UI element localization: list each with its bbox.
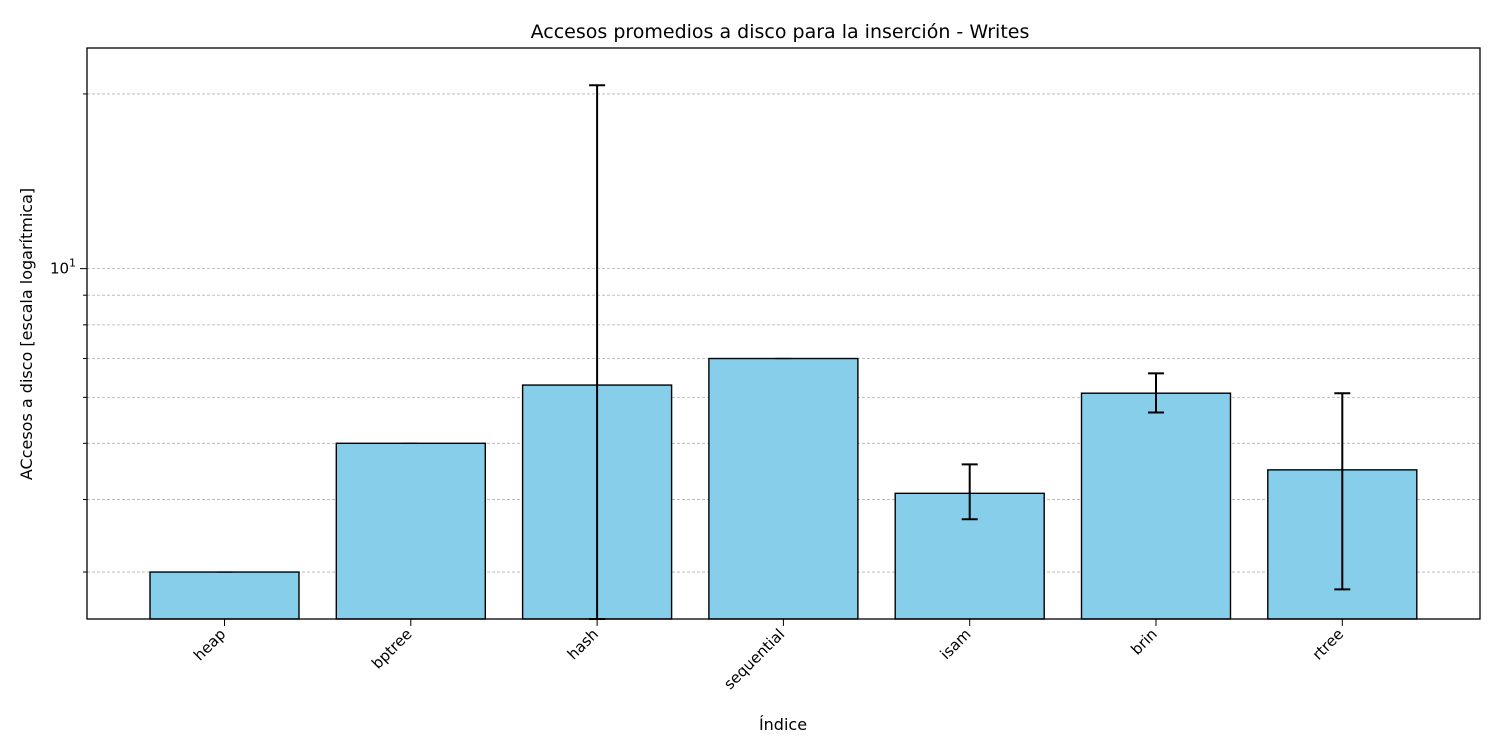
chart-title: Accesos promedios a disco para la inserc…: [531, 21, 1030, 43]
y-axis-label: ACcesos a disco [escala logarítmica]: [17, 188, 36, 480]
bar-sequential: [708, 357, 859, 620]
x-axis-label: Índice: [759, 715, 807, 734]
bar-heap: [149, 571, 300, 620]
bar-bptree: [335, 442, 486, 620]
y-tick-label: 101: [50, 257, 76, 278]
y-axis-ticks: 101: [50, 93, 87, 573]
bar-brin: [1080, 392, 1232, 620]
